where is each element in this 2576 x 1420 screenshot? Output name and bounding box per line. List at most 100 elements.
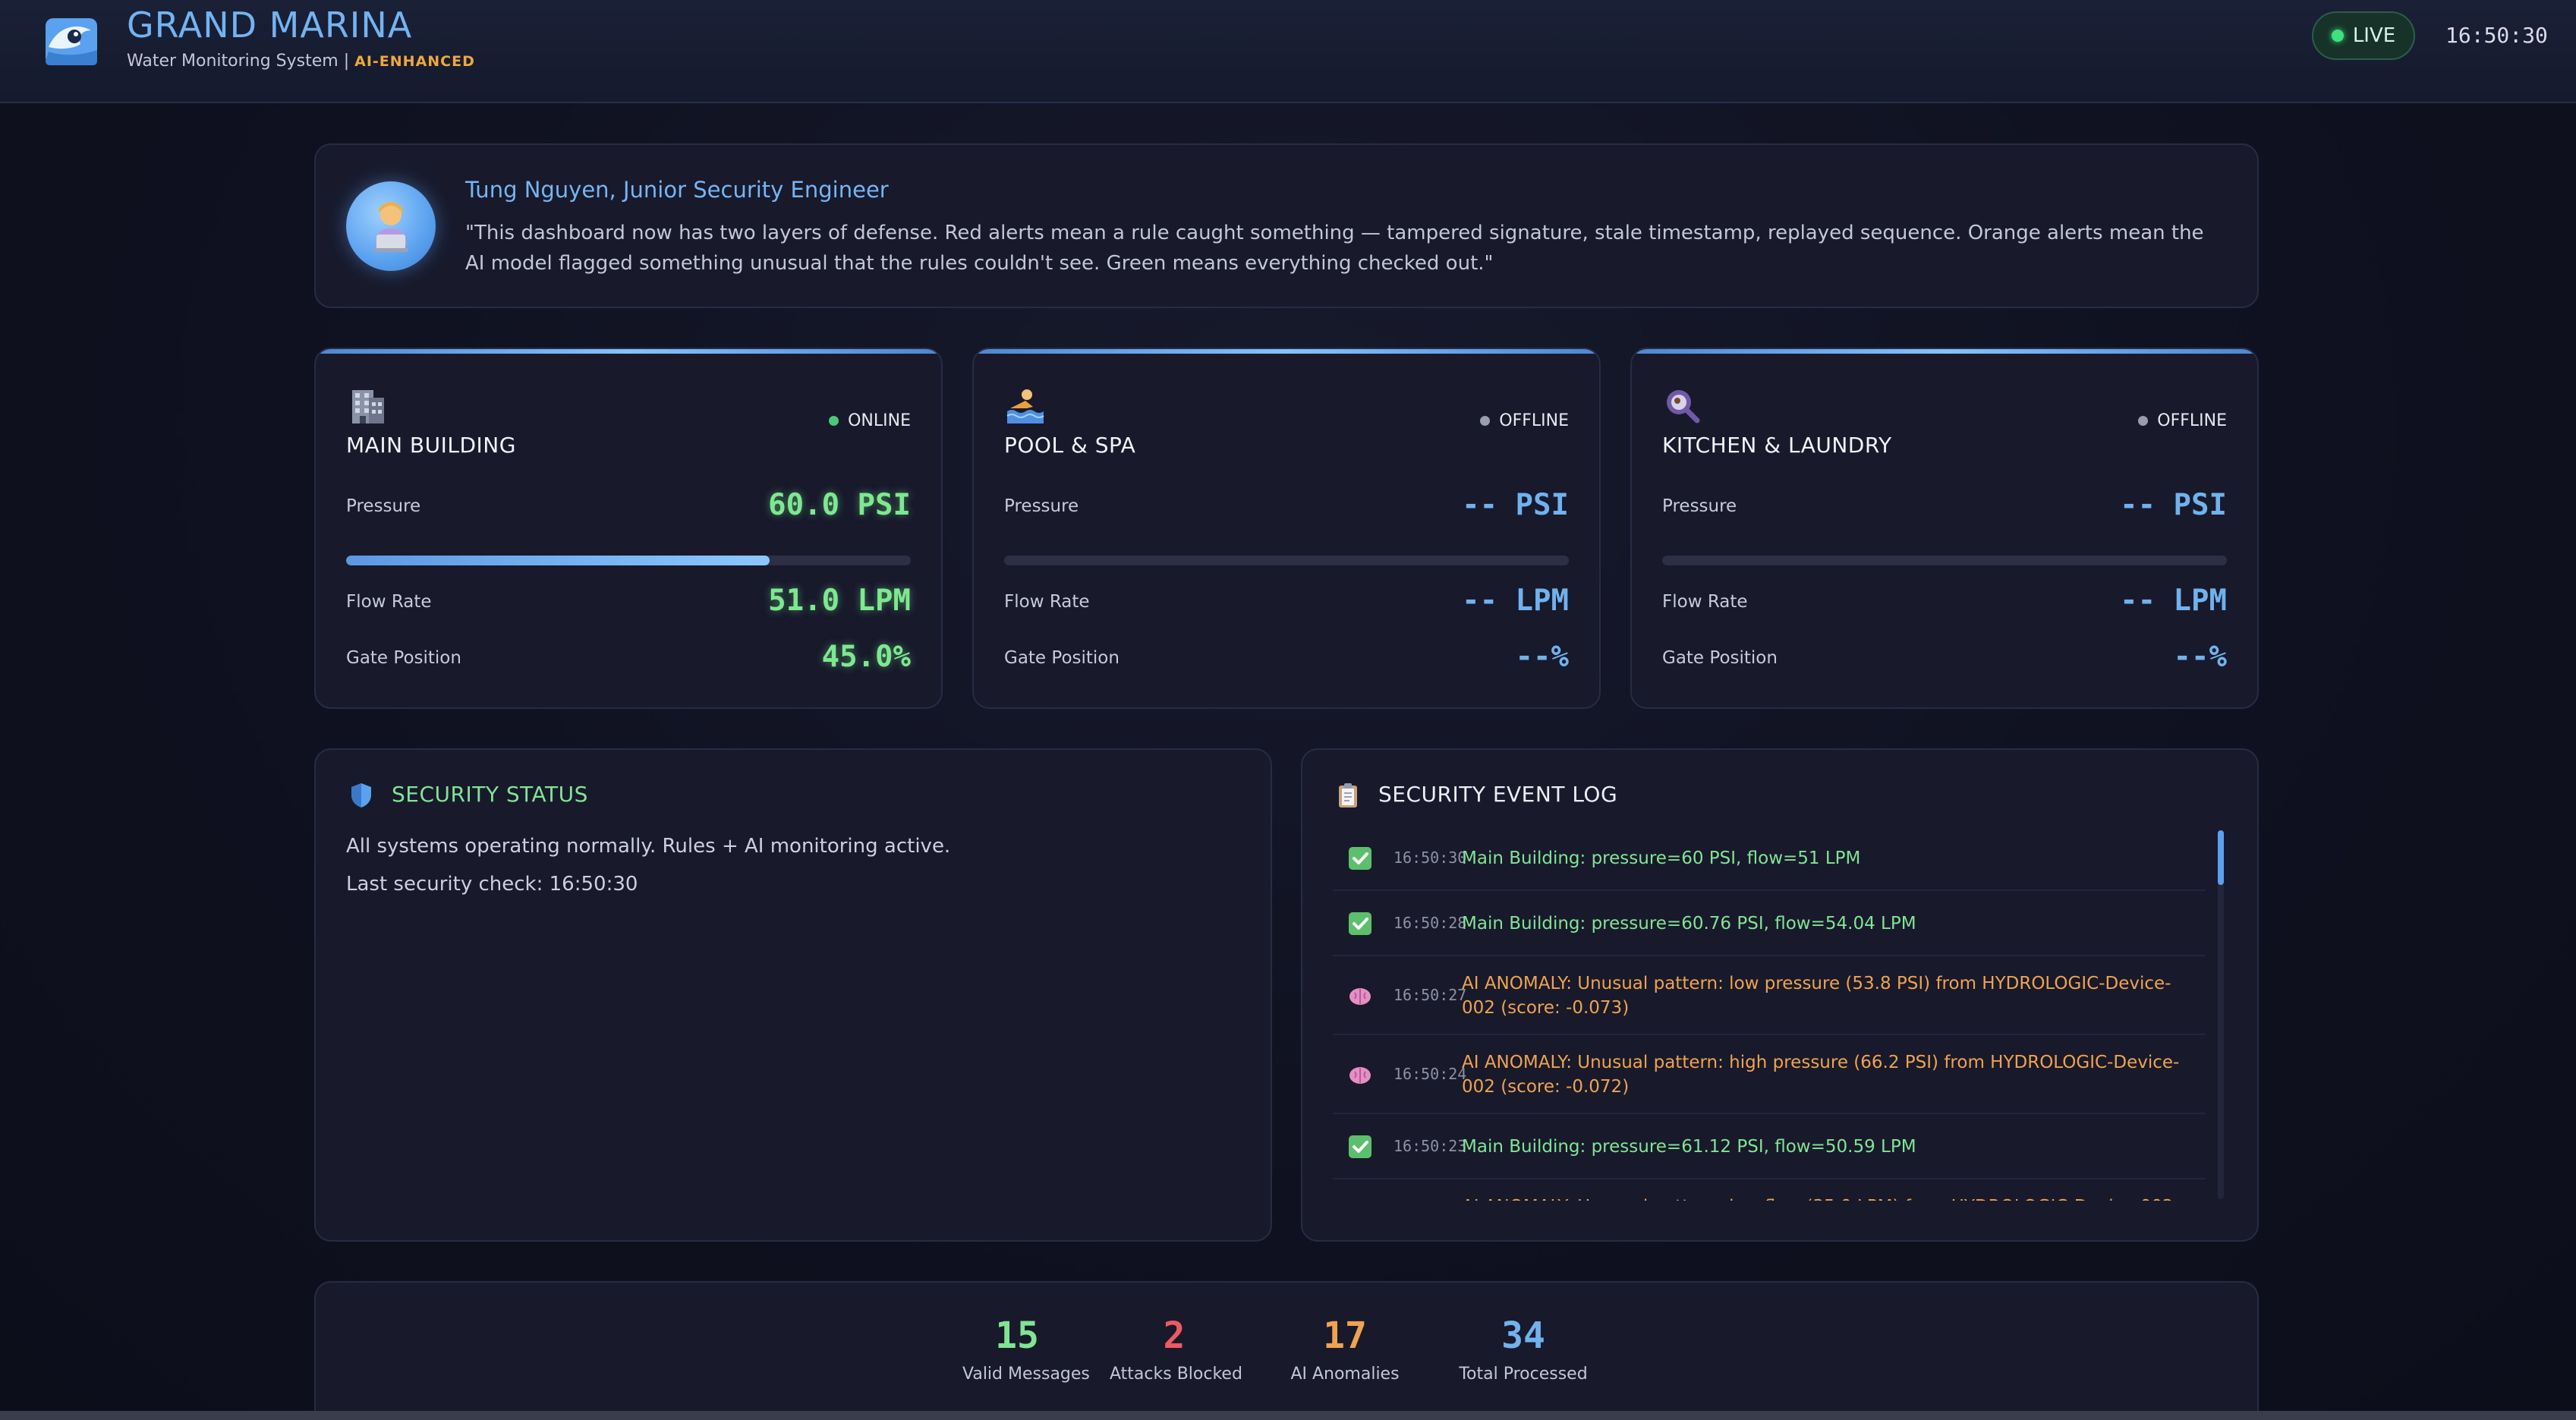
last-security-check: Last security check: 16:50:30 xyxy=(346,873,638,896)
gate-position-value: 45.0% xyxy=(821,640,911,674)
pressure-bar xyxy=(1004,556,1569,565)
log-message: AI ANOMALY: Unusual pattern: low pressur… xyxy=(1462,974,2171,1018)
window-bottom-edge xyxy=(0,1411,2576,1420)
stat-valid-messages: 15 Valid Messages xyxy=(962,1315,1090,1384)
pressure-bar-fill xyxy=(346,556,770,565)
device-card-main-building[interactable]: MAIN BUILDING ONLINE Pressure 60.0 PSI F… xyxy=(314,348,943,709)
log-entry: AI ANOMALY: Unusual pattern: low flow (3… xyxy=(1333,1179,2206,1201)
gate-position-label: Gate Position xyxy=(346,648,461,668)
swimmer-icon xyxy=(1006,389,1044,423)
flow-rate-label: Flow Rate xyxy=(1004,592,1090,612)
event-log-scrollbar[interactable] xyxy=(2218,830,2224,1199)
stat-value: 15 xyxy=(995,1315,1039,1357)
flow-rate-value: -- LPM xyxy=(2120,584,2227,618)
device-status: OFFLINE xyxy=(2138,411,2227,430)
security-event-log-panel: SECURITY EVENT LOG 16:50:30 Main Building… xyxy=(1301,748,2259,1242)
brain-icon xyxy=(1349,988,1371,1005)
event-log-list[interactable]: 16:50:30 Main Building: pressure=60 PSI, … xyxy=(1333,826,2206,1201)
stat-total-processed: 34 Total Processed xyxy=(1459,1315,1588,1384)
log-message: Main Building: pressure=61.12 PSI, flow=… xyxy=(1462,1137,1916,1157)
status-dot-icon xyxy=(829,416,839,426)
pressure-bar xyxy=(346,556,911,565)
building-icon xyxy=(352,390,384,423)
header-clock: 16:50:30 xyxy=(2445,23,2548,48)
stat-value: 2 xyxy=(1163,1315,1186,1357)
stats-panel: 15 Valid Messages 2 Attacks Blocked 17 A… xyxy=(314,1281,2259,1420)
log-entry: 16:50:28 Main Building: pressure=60.76 PS… xyxy=(1333,891,2206,956)
log-timestamp: 16:50:30 xyxy=(1393,849,1467,867)
stat-attacks-blocked: 2 Attacks Blocked xyxy=(1110,1315,1242,1384)
engineer-avatar xyxy=(346,181,436,271)
status-dot-icon xyxy=(1480,416,1491,426)
technologist-icon xyxy=(373,202,408,252)
device-name: KITCHEN & LAUNDRY xyxy=(1662,433,1892,458)
log-message: AI ANOMALY: Unusual pattern: low flow (3… xyxy=(1462,1195,2190,1201)
pressure-label: Pressure xyxy=(1004,496,1079,516)
stat-ai-anomalies: 17 AI Anomalies xyxy=(1284,1315,1406,1384)
brain-icon xyxy=(1349,1067,1371,1084)
log-entry: 16:50:24 AI ANOMALY: Unusual pattern: hig… xyxy=(1333,1035,2206,1114)
log-timestamp: 16:50:23 xyxy=(1393,1137,1467,1155)
wave-logo-icon xyxy=(46,18,97,65)
device-card-pool-spa[interactable]: POOL & SPA OFFLINE Pressure -- PSI Flow … xyxy=(972,348,1601,709)
event-log-title: SECURITY EVENT LOG xyxy=(1378,782,1618,807)
log-timestamp: 16:50:24 xyxy=(1393,1065,1467,1083)
gate-position-value: --% xyxy=(2173,640,2227,674)
device-status: ONLINE xyxy=(829,411,911,430)
flow-rate-value: 51.0 LPM xyxy=(768,584,911,618)
clipboard-icon xyxy=(1339,783,1357,808)
ai-enhanced-badge: AI-ENHANCED xyxy=(354,53,475,70)
status-dot-icon xyxy=(2138,416,2149,426)
stat-label: Attacks Blocked xyxy=(1110,1365,1242,1384)
log-message: AI ANOMALY: Unusual pattern: high pressu… xyxy=(1462,1053,2180,1097)
device-name: POOL & SPA xyxy=(1004,433,1136,458)
app-header: GRAND MARINA Water Monitoring System | A… xyxy=(0,0,2576,103)
live-label: LIVE xyxy=(2352,24,2396,47)
live-indicator[interactable]: LIVE xyxy=(2312,11,2415,60)
stat-label: Total Processed xyxy=(1459,1365,1588,1384)
app-title: GRAND MARINA xyxy=(127,5,413,46)
security-status-message: All systems operating normally. Rules + … xyxy=(346,835,951,858)
laundry-icon xyxy=(1667,390,1700,423)
flow-rate-value: -- LPM xyxy=(1462,584,1569,618)
gate-position-label: Gate Position xyxy=(1662,648,1778,668)
device-card-kitchen-laundry[interactable]: KITCHEN & LAUNDRY OFFLINE Pressure -- PS… xyxy=(1630,348,2259,709)
flow-rate-label: Flow Rate xyxy=(1662,592,1748,612)
pressure-label: Pressure xyxy=(1662,496,1737,516)
app-subtitle: Water Monitoring System | AI-ENHANCED xyxy=(127,52,475,71)
stat-value: 17 xyxy=(1323,1315,1367,1357)
quote-author: Tung Nguyen, Junior Security Engineer xyxy=(465,177,889,203)
live-dot-icon xyxy=(2331,30,2344,42)
stat-value: 34 xyxy=(1501,1315,1545,1357)
device-status: OFFLINE xyxy=(1480,411,1569,430)
device-name: MAIN BUILDING xyxy=(346,433,516,458)
shield-icon xyxy=(351,783,371,808)
pressure-value: -- PSI xyxy=(1462,488,1569,522)
log-timestamp: 16:50:28 xyxy=(1393,914,1467,932)
status-text: OFFLINE xyxy=(1499,411,1569,430)
log-entry: 16:50:27 AI ANOMALY: Unusual pattern: low… xyxy=(1333,956,2206,1035)
stat-label: AI Anomalies xyxy=(1290,1365,1400,1384)
log-message: Main Building: pressure=60.76 PSI, flow=… xyxy=(1462,914,1916,934)
pressure-value: -- PSI xyxy=(2120,488,2227,522)
gate-position-value: --% xyxy=(1515,640,1569,674)
status-text: ONLINE xyxy=(848,411,911,430)
gate-position-label: Gate Position xyxy=(1004,648,1120,668)
log-entry: 16:50:30 Main Building: pressure=60 PSI, … xyxy=(1333,826,2206,891)
check-icon xyxy=(1349,1135,1371,1158)
subtitle-text: Water Monitoring System | xyxy=(127,52,350,71)
check-icon xyxy=(1349,847,1371,870)
security-status-panel: SECURITY STATUS All systems operating no… xyxy=(314,748,1272,1242)
check-icon xyxy=(1349,912,1371,935)
status-text: OFFLINE xyxy=(2157,411,2227,430)
flow-rate-label: Flow Rate xyxy=(346,592,432,612)
log-message: Main Building: pressure=60 PSI, flow=51 … xyxy=(1462,849,1861,868)
log-timestamp: 16:50:27 xyxy=(1393,986,1467,1004)
pressure-bar xyxy=(1662,556,2227,565)
log-entry: 16:50:23 Main Building: pressure=61.12 PS… xyxy=(1333,1114,2206,1179)
pressure-value: 60.0 PSI xyxy=(768,488,911,522)
quote-text: "This dashboard now has two layers of de… xyxy=(465,222,2204,275)
security-status-title: SECURITY STATUS xyxy=(392,782,588,807)
pressure-label: Pressure xyxy=(346,496,421,516)
scrollbar-thumb[interactable] xyxy=(2218,830,2224,885)
